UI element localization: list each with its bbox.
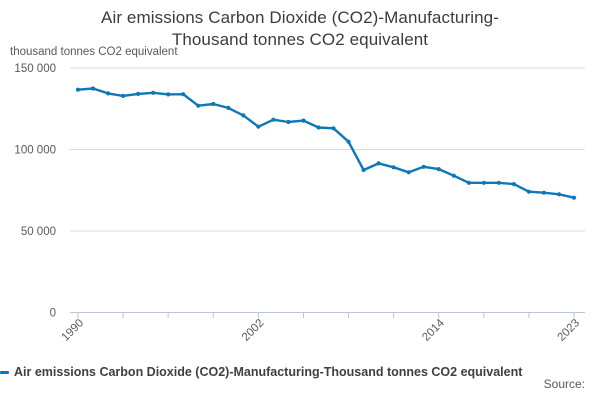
data-point-marker [466, 180, 471, 185]
data-point-marker [226, 105, 231, 110]
data-point-marker [301, 118, 306, 123]
data-point-marker [481, 180, 486, 185]
data-point-marker [271, 117, 276, 122]
data-point-marker [286, 119, 291, 125]
data-point-marker [571, 195, 577, 200]
data-point-marker [436, 167, 441, 172]
data-point-marker [421, 164, 426, 169]
y-tick-label: 50 000 [21, 226, 56, 238]
data-point-marker [211, 101, 216, 107]
data-point-marker [361, 167, 366, 173]
y-tick-label: 0 [50, 308, 56, 320]
source-label: Source: [543, 377, 585, 391]
data-point-marker [106, 91, 111, 96]
y-axis-unit-label: thousand tonnes CO2 equivalent [10, 46, 178, 58]
chart-title-line1: Air emissions Carbon Dioxide (CO2)-Manuf… [101, 8, 499, 27]
legend-item[interactable]: Air emissions Carbon Dioxide (CO2)-Manuf… [0, 365, 600, 379]
chart-title: Air emissions Carbon Dioxide (CO2)-Manuf… [30, 7, 570, 51]
data-point-marker [166, 92, 171, 97]
data-point-marker [256, 124, 261, 129]
data-point-marker [526, 189, 532, 194]
data-point-marker [391, 165, 396, 170]
data-point-marker [136, 91, 141, 96]
data-line [76, 87, 576, 199]
data-point-marker [151, 90, 156, 95]
data-point-marker [541, 190, 547, 195]
chart-title-line2: Thousand tonnes CO2 equivalent [171, 30, 429, 49]
y-tick-label: 100 000 [14, 145, 56, 157]
data-point-marker [241, 113, 246, 118]
x-tick-label: 2014 [420, 317, 447, 344]
chart-plot-area: 0 50 000 100 000 150 000 1990 2002 2014 2023 [14, 63, 585, 344]
data-point-marker [121, 93, 126, 98]
x-tick-label: 2002 [240, 317, 267, 344]
legend-line-marker-icon [0, 370, 9, 374]
data-point-marker [346, 139, 351, 144]
data-point-marker [511, 182, 516, 187]
data-point-marker [90, 86, 96, 91]
data-point-marker [181, 92, 186, 97]
data-point-marker [556, 192, 562, 197]
data-point-marker [331, 126, 336, 131]
data-point-marker [196, 103, 201, 108]
x-tick-label: 2023 [556, 317, 583, 344]
data-point-marker [496, 180, 501, 185]
data-point-marker [406, 170, 411, 175]
x-tick-label: 1990 [60, 317, 87, 344]
data-point-marker [451, 173, 456, 178]
data-point-marker [316, 125, 321, 130]
data-point-marker [376, 161, 381, 166]
data-point-marker [75, 87, 81, 92]
y-tick-label: 150 000 [14, 63, 56, 75]
legend-label: Air emissions Carbon Dioxide (CO2)-Manuf… [14, 365, 523, 379]
